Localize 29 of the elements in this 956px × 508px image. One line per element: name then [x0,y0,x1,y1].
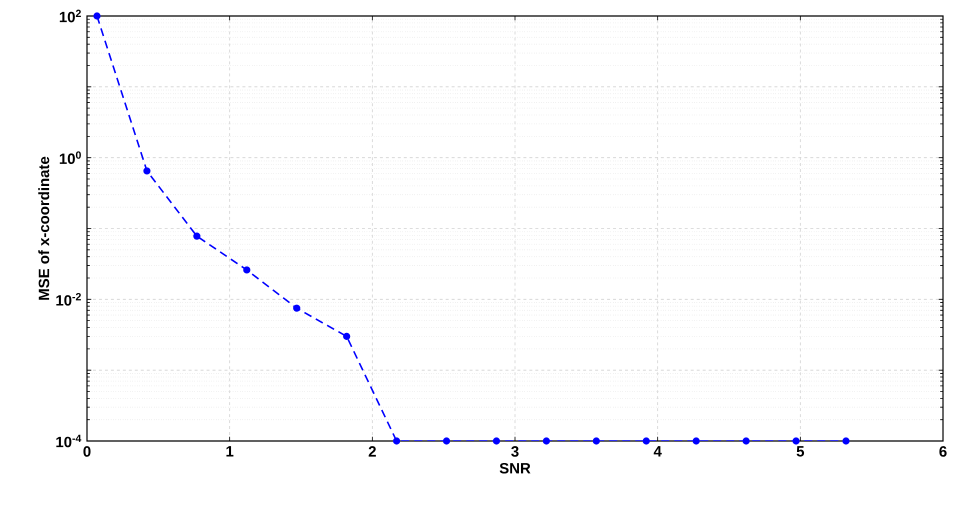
y-axis-title: MSE of x-coordinate [38,156,50,300]
point [193,232,200,240]
y-tick-label: 10$^{0}$ [60,151,81,164]
point [592,437,600,445]
point [792,437,800,445]
point [293,304,300,312]
x-tick-label: 5 [796,446,804,457]
y-tick-label: 10$^{2}$ [60,10,81,22]
point [842,437,850,445]
x-tick-label: 2 [368,446,376,457]
point [93,12,101,20]
point [442,437,450,445]
point [642,437,650,445]
point [492,437,500,445]
point [143,167,151,175]
y-tick-label: 10$^{-4}$ [56,434,82,448]
point [392,437,400,445]
x-tick-label: 4 [654,446,662,456]
x-tick-label: 1 [226,446,234,456]
point [243,266,250,274]
x-axis-title: SNR [500,462,530,474]
x-tick-label: 0 [83,446,91,457]
point [692,437,700,445]
x-tick-label: 3 [511,446,519,457]
y-tick-label: 10$^{-2}$ [56,293,81,306]
x-tick-label: 6 [939,446,947,457]
point [542,437,550,445]
point [343,332,350,340]
point [742,437,750,445]
